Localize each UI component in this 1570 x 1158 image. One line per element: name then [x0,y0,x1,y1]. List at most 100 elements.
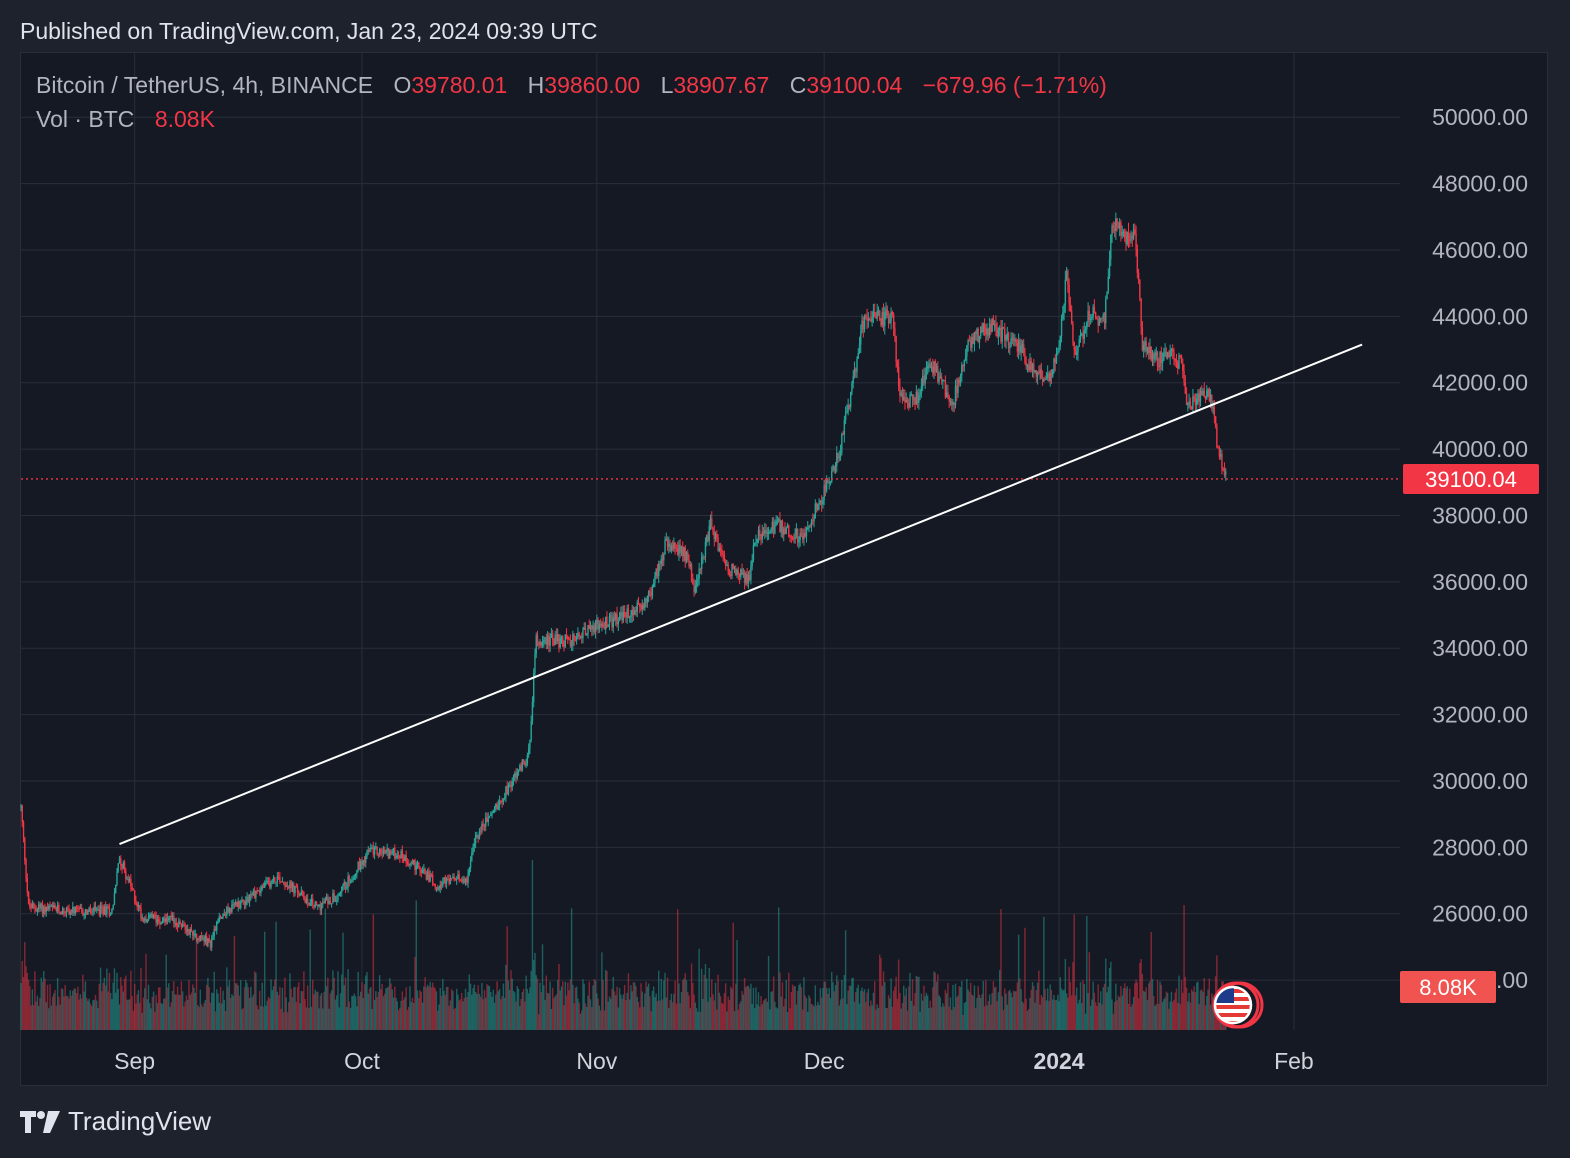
trendline[interactable] [119,343,1363,845]
volume-bar [846,1004,848,1030]
volume-bar [1068,966,1070,1030]
candle-body [942,380,944,382]
volume-bar [1168,1008,1170,1030]
volume-bar [1097,984,1099,1030]
volume-bar [1151,978,1154,1030]
volume-bar [336,995,338,1030]
candle-body [291,884,294,888]
volume-bar [875,1009,877,1030]
volume-bar [500,999,502,1030]
candle-body [212,936,214,940]
tradingview-logo[interactable]: TradingView [20,1106,211,1137]
volume-bar [58,996,60,1030]
candle-body [881,312,883,326]
volume-bar [690,963,693,1030]
candle-body [964,356,967,361]
candle-body [940,376,943,381]
volume-bar [49,984,51,1030]
volume-bar [289,973,291,1030]
candle-body [1029,361,1031,370]
candle-body [402,858,405,861]
volume-bar [747,985,750,1030]
candle-body [193,934,195,936]
volume-bar [279,986,281,1030]
high-label: H [527,72,545,98]
volume-bar [79,994,82,1030]
volume-bar [1017,934,1020,1030]
volume-bar [223,1000,226,1030]
volume-bar [776,1008,779,1030]
volume-bar [165,954,167,1030]
candle-body [599,624,602,626]
candle-body [160,922,162,924]
volume-bar [440,995,443,1030]
volume-bar [448,1005,450,1030]
candle-body [347,876,349,888]
candle-body [887,315,890,324]
us-flag-icon[interactable] [1212,981,1264,1029]
candle-body [584,627,587,636]
candle-body [565,634,568,637]
volume-bar [137,990,140,1030]
volume-bar [1182,992,1184,1030]
candle-body [656,568,659,576]
volume-bar [925,992,928,1030]
candle-body [759,529,761,537]
volume-bar [248,998,251,1030]
volume-bar [1174,992,1176,1030]
volume-bar [390,983,392,1030]
volume-bar [1062,990,1064,1030]
candle-body [1063,304,1065,313]
candle-body [822,499,824,505]
volume-bar [719,996,722,1030]
volume-bar [880,958,882,1030]
volume-bar [224,1010,227,1030]
volume-bar [526,989,529,1030]
candle-body [727,564,729,572]
candle-body [194,934,196,936]
volume-bar [1043,916,1045,1030]
volume-bar [275,921,277,1030]
candle-body [179,921,181,924]
volume-bar [884,982,886,1030]
volume-bar [961,980,963,1030]
volume-bar [256,1005,258,1030]
candle-body [203,938,205,942]
volume-bar [780,996,782,1030]
volume-bar [391,989,393,1030]
candle-body [1206,390,1208,400]
candle-body [847,405,849,412]
volume-bar [421,1002,424,1030]
volume-bar [467,992,469,1030]
volume-bar [622,994,625,1030]
candle-body [793,538,795,540]
candle-body [1194,398,1197,406]
candle-body [969,340,972,348]
volume-bar [905,988,907,1030]
volume-bar [593,979,596,1030]
volume-bar [420,991,423,1030]
candle-body [243,900,246,905]
volume-bar [1117,995,1120,1030]
volume-bar [1155,1004,1157,1030]
volume-bar [227,986,229,1030]
candle-body [603,627,606,630]
candle-body [319,904,321,911]
volume-bar [306,985,309,1030]
volume-bar [251,997,253,1030]
volume-bar [365,975,367,1030]
volume-bar [477,985,479,1030]
volume-bar [587,995,589,1030]
volume-bar [107,991,109,1030]
volume-bar [274,979,276,1030]
volume-bar [159,987,161,1030]
candle-body [555,634,558,642]
time-axis[interactable]: Sep Oct Nov Dec 2024 Feb [114,1048,1314,1074]
candle-body [139,905,141,908]
candle-body [762,531,765,534]
symbol-label[interactable]: Bitcoin / TetherUS, 4h, BINANCE [36,72,374,98]
price-axis[interactable]: 50000.0048000.0046000.0044000.0042000.00… [1432,104,1528,993]
volume-label[interactable]: Vol · BTC [36,106,135,132]
candle-body [1201,391,1203,395]
